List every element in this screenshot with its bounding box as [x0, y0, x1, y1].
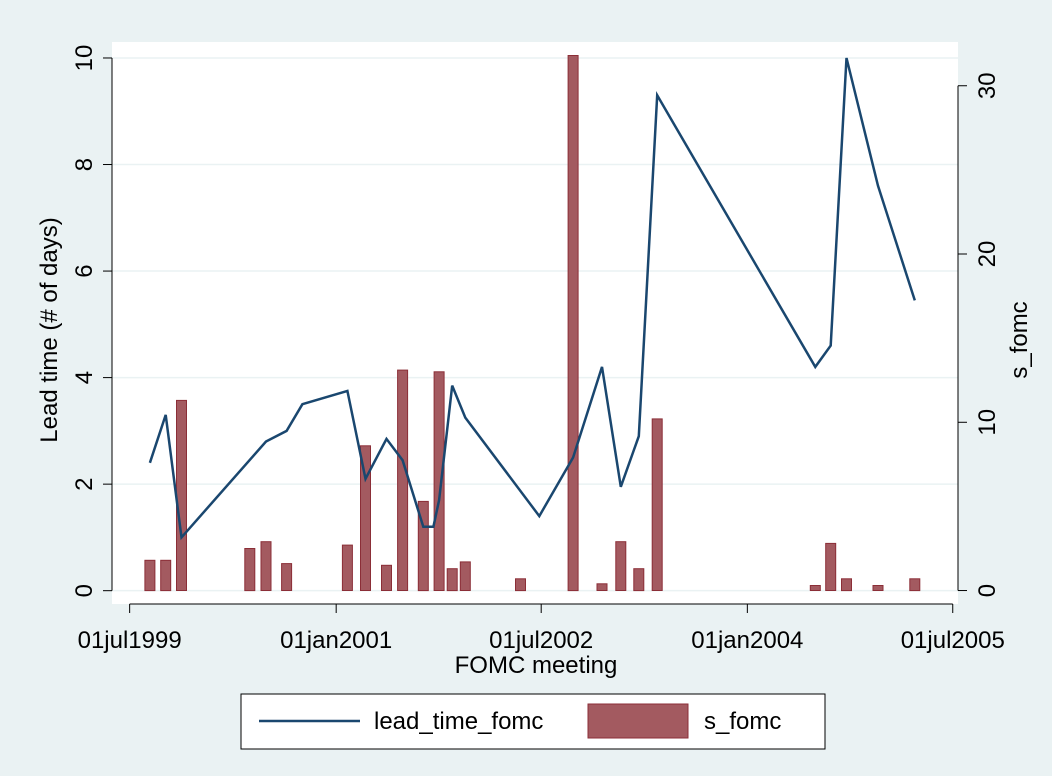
s-fomc-bar-5: [281, 563, 293, 591]
s-fomc-bar-9: [397, 369, 409, 591]
lead-time-line: [148, 57, 916, 541]
y-left-tick-label-4: 8: [71, 158, 98, 171]
x-tick-label-0: 01jul1999: [78, 627, 182, 654]
x-tick-label-4: 01jul2005: [901, 627, 1005, 654]
legend-bar-swatch: [587, 703, 689, 739]
s-fomc-bar-23: [872, 585, 884, 591]
y-left-tick-label-2: 4: [71, 371, 98, 384]
s-fomc-bar-7: [360, 445, 371, 591]
s-fomc-bar-4: [260, 541, 272, 592]
x-tick-label-2: 01jul2002: [489, 627, 593, 654]
y-left-tick-label-3: 6: [71, 264, 98, 277]
s-fomc-bar-22: [841, 578, 852, 592]
s-fomc-bar-2: [176, 399, 187, 591]
s-fomc-bar-0: [144, 559, 156, 592]
s-fomc-bar-20: [809, 585, 821, 591]
s-fomc-bar-24: [909, 578, 921, 592]
y-right-tick-label-1: 10: [974, 409, 1001, 436]
s-fomc-bar-15: [567, 55, 579, 592]
y-left-tick-label-0: 0: [71, 584, 98, 597]
s-fomc-bar-6: [341, 544, 353, 591]
s-fomc-bar-11: [433, 371, 445, 591]
legend-label-s-fomc: s_fomc: [704, 708, 781, 735]
x-tick-label-3: 01jan2004: [691, 627, 803, 654]
s-fomc-bars: [144, 55, 921, 592]
y-right-tick-label-3: 30: [974, 72, 1001, 99]
y-axis-left-label: Lead time (# of days): [36, 217, 63, 442]
axes: 0 2 4 6 8 10 0 10 20 30 01jul1999 01jan2001 01jul200…: [71, 45, 1005, 654]
y-right-tick-label-2: 20: [974, 241, 1001, 268]
x-tick-label-1: 01jan2001: [280, 627, 392, 654]
s-fomc-bar-14: [515, 578, 526, 592]
s-fomc-bar-10: [417, 500, 429, 592]
legend: lead_time_fomc s_fomc: [240, 693, 826, 750]
s-fomc-bar-13: [459, 561, 471, 592]
s-fomc-bar-3: [244, 548, 256, 592]
s-fomc-bar-17: [615, 541, 627, 592]
y-left-tick-label-5: 10: [71, 45, 98, 72]
s-fomc-bar-18: [633, 568, 645, 592]
y-right-tick-label-0: 0: [974, 584, 1001, 597]
x-axis-label: FOMC meeting: [455, 652, 618, 679]
y-left-tick-label-1: 2: [71, 477, 98, 490]
lead-time-polyline: [148, 57, 916, 541]
s-fomc-bar-8: [381, 564, 392, 591]
s-fomc-bar-12: [446, 568, 458, 592]
y-axis-right-label: s_fomc: [1006, 301, 1033, 378]
s-fomc-bar-1: [160, 559, 172, 592]
s-fomc-bar-16: [596, 583, 608, 591]
legend-label-lead-time: lead_time_fomc: [374, 708, 543, 735]
s-fomc-bar-19: [651, 418, 663, 591]
s-fomc-bar-21: [825, 542, 837, 592]
